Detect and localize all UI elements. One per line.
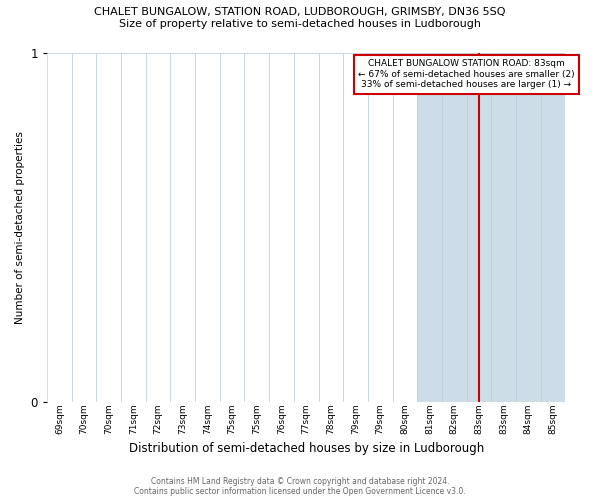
Bar bbox=[319, 52, 343, 402]
Bar bbox=[541, 52, 565, 402]
Bar bbox=[467, 52, 491, 402]
Bar bbox=[392, 52, 417, 402]
X-axis label: Distribution of semi-detached houses by size in Ludborough: Distribution of semi-detached houses by … bbox=[128, 442, 484, 455]
Bar bbox=[170, 52, 195, 402]
Bar bbox=[97, 52, 121, 402]
Bar bbox=[195, 52, 220, 402]
Bar bbox=[269, 52, 294, 402]
Text: CHALET BUNGALOW, STATION ROAD, LUDBOROUGH, GRIMSBY, DN36 5SQ: CHALET BUNGALOW, STATION ROAD, LUDBOROUG… bbox=[94, 8, 506, 18]
Text: Contains HM Land Registry data © Crown copyright and database right 2024.
Contai: Contains HM Land Registry data © Crown c… bbox=[134, 476, 466, 496]
Bar bbox=[244, 52, 269, 402]
Bar bbox=[146, 52, 170, 402]
Bar bbox=[442, 52, 467, 402]
Text: CHALET BUNGALOW STATION ROAD: 83sqm
← 67% of semi-detached houses are smaller (2: CHALET BUNGALOW STATION ROAD: 83sqm ← 67… bbox=[358, 60, 575, 90]
Text: Size of property relative to semi-detached houses in Ludborough: Size of property relative to semi-detach… bbox=[119, 19, 481, 29]
Bar bbox=[72, 52, 97, 402]
Bar bbox=[516, 52, 541, 402]
Bar bbox=[417, 52, 442, 402]
Bar bbox=[343, 52, 368, 402]
Bar bbox=[294, 52, 319, 402]
Bar bbox=[121, 52, 146, 402]
Bar bbox=[220, 52, 244, 402]
Y-axis label: Number of semi-detached properties: Number of semi-detached properties bbox=[15, 130, 25, 324]
Bar bbox=[47, 52, 72, 402]
Bar bbox=[368, 52, 392, 402]
Bar bbox=[491, 52, 516, 402]
